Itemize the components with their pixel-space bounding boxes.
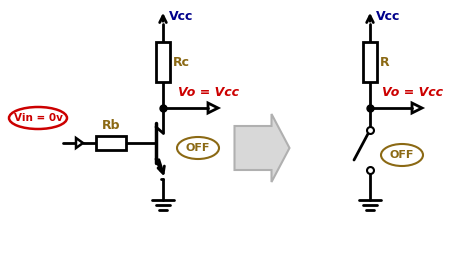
Bar <box>156 42 170 82</box>
Text: Vo = Vcc: Vo = Vcc <box>178 86 239 100</box>
Text: Vcc: Vcc <box>376 9 400 23</box>
Polygon shape <box>234 114 289 182</box>
Text: Rc: Rc <box>173 55 190 68</box>
Text: Vin = 0v: Vin = 0v <box>14 113 63 123</box>
Text: Vcc: Vcc <box>169 9 194 23</box>
Text: R: R <box>380 55 390 68</box>
Text: Vo = Vcc: Vo = Vcc <box>382 86 443 100</box>
Text: OFF: OFF <box>186 143 210 153</box>
Bar <box>363 42 377 82</box>
Bar <box>96 136 126 150</box>
Text: OFF: OFF <box>390 150 414 160</box>
Text: Rb: Rb <box>102 119 120 132</box>
